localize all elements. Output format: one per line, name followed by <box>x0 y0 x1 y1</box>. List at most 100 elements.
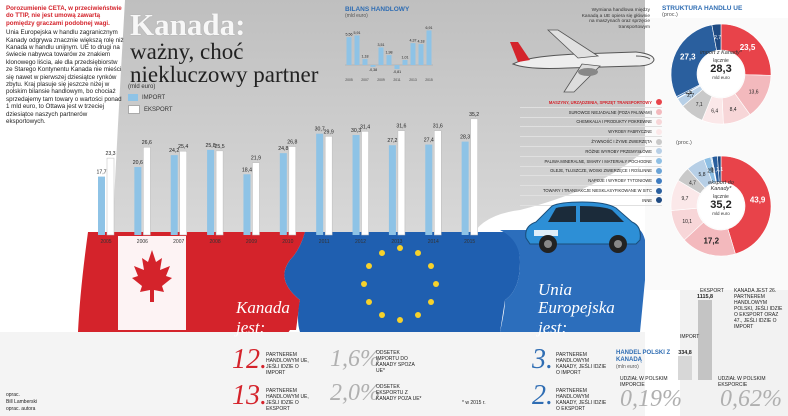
category-legend-item: ŻYWNOŚĆ I ŻYWE ZWIERZĘTA <box>520 137 662 147</box>
category-legend-label: PALIWA MINERALNE, SMARY I MATERIAŁY POCH… <box>544 158 652 164</box>
pie-value-label: 10,1 <box>682 219 692 225</box>
poland-share-export: 0,62% <box>720 386 782 412</box>
balance-bar <box>410 43 416 65</box>
poland-export-label: EKSPORT <box>700 288 724 294</box>
canada-region-label: Kanada <box>236 298 290 317</box>
category-legend-dot <box>656 118 662 125</box>
balance-value-label: 1,01 <box>402 55 409 59</box>
export-value-label: 25,5 <box>215 144 225 150</box>
pie-value-label: 27,3 <box>680 53 696 62</box>
export-value-label: 21,9 <box>251 156 261 162</box>
poland-title: HANDEL POLSKI Z KANADĄ <box>616 350 671 363</box>
export-bar <box>252 162 260 236</box>
pie-slice <box>683 221 736 257</box>
export-value-label: 31,6 <box>396 124 406 130</box>
balance-year-label: 2015 <box>425 78 433 82</box>
category-legend-item: MASZYNY, URZĄDZENIA, SPRZĘT TRANSPORTOWY <box>520 98 662 108</box>
poland-value-label: 334,8 <box>678 350 692 356</box>
category-legend-dot <box>656 177 662 184</box>
export-value-label: 31,6 <box>433 124 443 130</box>
category-legend-label: ŻYWNOŚĆ I ŻYWE ZWIERZĘTA <box>591 139 652 145</box>
canada-pct-import: 1,6% <box>330 346 380 372</box>
pie-value-label: 23,5 <box>740 43 756 52</box>
page-title: Kanada: ważny, choć niekluczowy partner <box>130 7 318 86</box>
export-value-label: 35,2 <box>469 112 479 118</box>
import-pie-center: import z Kanady* łącznie 28,3 mld euro <box>700 50 742 80</box>
canada-rank-import: 12. <box>232 344 267 375</box>
balance-value-label: -0,38 <box>369 68 377 72</box>
category-legend-dot <box>656 138 662 145</box>
eu-piece <box>284 232 520 332</box>
import-pie-label: import z Kanady* <box>700 50 742 56</box>
category-legend-label: SUROWCE NIEJADALNE (POZA PALIWAMI) <box>568 109 652 115</box>
credit-line1: oprac. <box>6 392 20 398</box>
import-bar <box>98 176 105 235</box>
import-bar <box>388 145 396 235</box>
category-legend-dot <box>656 148 662 155</box>
poland-import-label: IMPORT <box>680 334 700 340</box>
poland-bar <box>698 300 712 380</box>
balance-year-label: 2011 <box>393 78 400 82</box>
balance-title: BILANS HANDLOWY <box>345 6 410 13</box>
import-value-label: 27,4 <box>424 138 434 144</box>
pie-hole <box>698 51 744 97</box>
category-legend-label: NAPOJE I WYROBY TYTONIOWE <box>588 178 652 184</box>
export-value-label: 26,6 <box>142 140 152 146</box>
balance-value-label: 4,37 <box>410 39 417 43</box>
canada-rank-import-text: PARTNEREM HANDLOWYM UE, JEŚLI IDZIE O IM… <box>266 352 309 376</box>
credit-line2: Bill Lamberski <box>6 399 38 405</box>
export-bar <box>324 136 333 236</box>
import-bar <box>279 153 287 235</box>
export-bar <box>434 130 442 236</box>
canada-rank-export: 13. <box>232 380 267 411</box>
import-value-label: 24,8 <box>278 146 288 152</box>
eu-region-label2: Europejska <box>538 298 615 317</box>
import-bar <box>207 149 215 235</box>
pie-value-label: 4,7 <box>689 180 696 186</box>
poland-share-import-label: UDZIAŁ W POLSKIM IMPORCIE <box>620 376 668 388</box>
category-legend-dot <box>656 158 662 165</box>
export-pie-total: 35,2 <box>710 199 732 211</box>
pie-slice <box>720 23 772 76</box>
title-line1: Kanada: <box>130 7 246 42</box>
balance-value-label: 3,51 <box>378 43 385 47</box>
canada-is-label: jest: <box>236 318 266 337</box>
legend-import: IMPORT <box>128 94 173 101</box>
import-value-label: 27,2 <box>387 138 397 144</box>
pie-value-label: 2,7 <box>687 93 694 99</box>
pie-slice <box>670 24 717 98</box>
import-bar <box>425 144 433 235</box>
legend-export-swatch <box>128 105 140 115</box>
intro-lead: Porozumienie CETA, w przeciwieństwie do … <box>6 5 122 27</box>
import-value-label: 24,2 <box>169 148 179 154</box>
poland-value-label: 1115,8 <box>697 294 713 300</box>
balance-value-label: 1,18 <box>362 55 369 59</box>
intro-text: Porozumienie CETA, w przeciwieństwie do … <box>6 5 124 126</box>
eu-rank-import: 3. <box>532 344 553 375</box>
poland-bar <box>678 355 692 380</box>
eu-rank-export: 2. <box>532 380 553 411</box>
legend-import-swatch <box>128 94 138 101</box>
category-legend-label: MASZYNY, URZĄDZENIA, SPRZĘT TRANSPORTOWY <box>548 99 652 105</box>
balance-bar <box>354 35 360 65</box>
structure-header: STRUKTURA HANDLU UE (proc.) <box>662 5 742 18</box>
category-legend-label: INNE <box>642 197 652 203</box>
category-legend-label: WYROBY FABRYCZNE <box>608 129 652 135</box>
category-legend-dot <box>656 187 662 194</box>
pie-value-label: 5,8 <box>699 172 706 178</box>
year-tick-label: 2012 <box>355 239 366 245</box>
year-tick-label: 2011 <box>319 239 330 245</box>
import-value-label: 25,8 <box>206 143 216 149</box>
pie-value-label: 13,6 <box>749 89 759 95</box>
export-bar <box>361 131 369 236</box>
year-tick-label: 2014 <box>428 239 439 245</box>
category-legend-label: TOWARY I TRANSAKCJE NIESKLASYFIKOWANE W … <box>542 188 652 194</box>
category-legend-dot <box>656 99 662 106</box>
balance-value-label: 1,98 <box>386 51 393 55</box>
legend-unit: (mld euro) <box>128 84 156 90</box>
export-pie-label: eksport do Kanady* <box>708 180 734 192</box>
export-bar <box>470 118 478 236</box>
canada-pct-export: 2,0% <box>330 380 380 406</box>
category-legend-item: TOWARY I TRANSAKCJE NIESKLASYFIKOWANE W … <box>520 186 662 196</box>
balance-bar <box>426 30 432 65</box>
